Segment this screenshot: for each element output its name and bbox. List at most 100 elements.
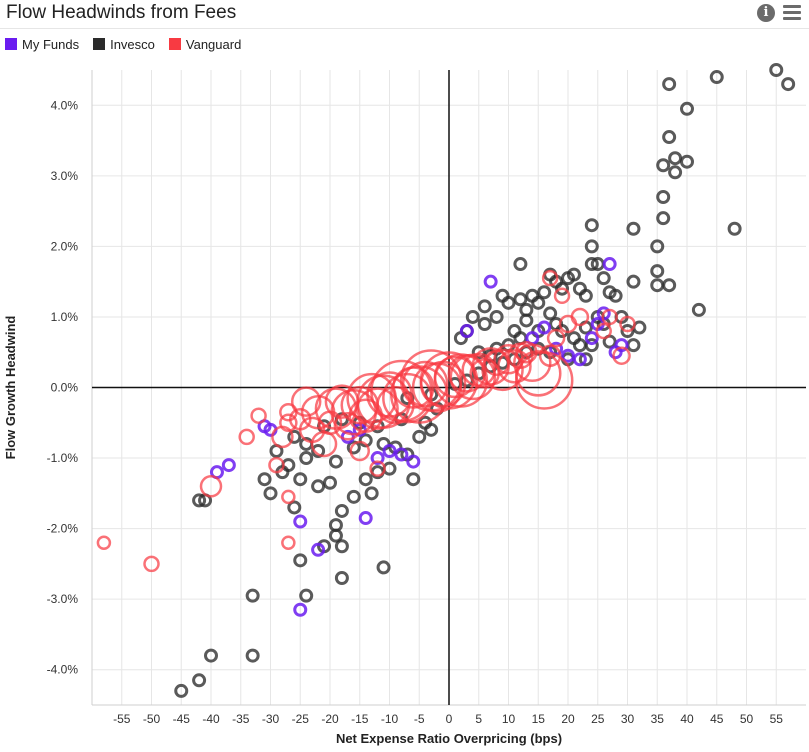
point-my-funds xyxy=(584,331,599,346)
point-invesco xyxy=(358,472,373,487)
point-vanguard xyxy=(595,322,612,340)
point-invesco xyxy=(406,472,421,487)
point-invesco xyxy=(650,239,665,254)
chart-header: Flow Headwinds from Fees i xyxy=(0,0,809,29)
y-tick-label: -4.0% xyxy=(47,663,79,677)
point-invesco xyxy=(680,154,694,169)
point-invesco xyxy=(537,285,552,300)
point-vanguard xyxy=(513,343,552,383)
point-invesco xyxy=(412,429,427,444)
point-vanguard xyxy=(279,413,298,433)
point-invesco xyxy=(293,553,308,568)
point-invesco xyxy=(334,503,349,518)
point-invesco xyxy=(626,221,641,236)
y-tick-label: 2.0% xyxy=(51,239,79,253)
hamburger-menu-icon[interactable] xyxy=(783,5,801,21)
point-invesco xyxy=(584,239,599,254)
point-invesco xyxy=(364,486,379,501)
legend-label: Vanguard xyxy=(185,36,242,52)
point-vanguard xyxy=(349,440,370,462)
point-invesco xyxy=(334,539,349,554)
point-vanguard xyxy=(268,456,285,474)
legend: My Funds Invesco Vanguard xyxy=(5,36,255,52)
point-invesco xyxy=(311,479,326,494)
legend-label: Invesco xyxy=(110,36,155,52)
point-invesco xyxy=(328,518,343,533)
legend-item-invesco[interactable]: Invesco xyxy=(93,37,155,52)
point-invesco xyxy=(691,302,706,317)
point-invesco xyxy=(513,292,528,307)
point-my-funds xyxy=(293,514,308,529)
legend-swatch xyxy=(168,38,181,50)
point-invesco xyxy=(656,211,671,226)
point-vanguard xyxy=(250,407,267,424)
point-my-funds xyxy=(370,451,385,466)
point-invesco xyxy=(608,288,623,303)
x-tick-label: 50 xyxy=(740,712,754,726)
point-my-funds xyxy=(602,257,617,272)
x-tick-label: 5 xyxy=(475,712,482,726)
x-tick-label: -50 xyxy=(143,712,161,726)
y-axis-label: Flow Growth Headwind xyxy=(3,316,18,460)
point-my-funds xyxy=(221,458,236,473)
x-tick-label: 0 xyxy=(446,712,453,726)
point-invesco xyxy=(566,267,581,282)
point-invesco xyxy=(709,70,724,85)
x-tick-label: 35 xyxy=(651,712,665,726)
info-icon[interactable]: i xyxy=(757,4,775,22)
point-invesco xyxy=(650,264,665,279)
y-tick-label: -3.0% xyxy=(47,592,79,606)
y-tick-label: 3.0% xyxy=(51,169,79,183)
x-tick-label: -30 xyxy=(262,712,280,726)
point-invesco xyxy=(769,63,784,77)
x-tick-label: -35 xyxy=(232,712,250,726)
point-invesco xyxy=(501,295,516,310)
point-my-funds xyxy=(572,352,587,367)
x-tick-label: -45 xyxy=(173,712,191,726)
y-tick-label: 4.0% xyxy=(51,98,79,112)
point-vanguard xyxy=(290,386,322,417)
point-invesco xyxy=(662,130,677,145)
point-invesco xyxy=(662,278,677,293)
point-my-funds xyxy=(311,542,326,557)
point-invesco xyxy=(192,493,207,508)
point-invesco xyxy=(263,486,278,501)
point-invesco xyxy=(328,454,343,469)
point-vanguard xyxy=(619,315,636,333)
point-invesco xyxy=(668,151,683,166)
legend-label: My Funds xyxy=(22,36,80,52)
legend-item-vanguard[interactable]: Vanguard xyxy=(168,36,242,52)
x-tick-label: -5 xyxy=(414,712,425,726)
x-tick-label: 40 xyxy=(680,712,694,726)
y-tick-label: -1.0% xyxy=(47,451,79,465)
point-invesco xyxy=(299,588,314,603)
point-vanguard xyxy=(541,269,559,287)
x-tick-label: 55 xyxy=(770,712,784,726)
point-vanguard xyxy=(538,344,562,367)
point-vanguard xyxy=(281,489,296,505)
point-invesco xyxy=(543,306,558,321)
point-vanguard xyxy=(497,349,532,384)
point-invesco xyxy=(662,77,677,92)
x-tick-label: 30 xyxy=(621,712,635,726)
point-vanguard xyxy=(96,535,112,550)
point-invesco xyxy=(471,345,486,360)
point-vanguard xyxy=(570,307,590,327)
point-vanguard xyxy=(401,360,449,408)
point-invesco xyxy=(519,313,534,328)
legend-swatch xyxy=(5,38,17,50)
point-vanguard xyxy=(481,348,524,392)
x-tick-label: 20 xyxy=(561,712,575,726)
point-invesco xyxy=(346,489,361,504)
x-tick-label: 15 xyxy=(532,712,546,726)
legend-item-my-funds[interactable]: My Funds xyxy=(5,37,79,52)
point-my-funds xyxy=(459,324,474,339)
x-tick-label: -15 xyxy=(351,712,369,726)
point-invesco xyxy=(584,257,599,272)
x-tick-label: -40 xyxy=(202,712,220,726)
point-invesco xyxy=(287,429,302,444)
x-tick-label: -55 xyxy=(113,712,131,726)
point-invesco xyxy=(489,309,504,324)
point-invesco xyxy=(287,500,302,515)
point-invesco xyxy=(477,317,492,331)
